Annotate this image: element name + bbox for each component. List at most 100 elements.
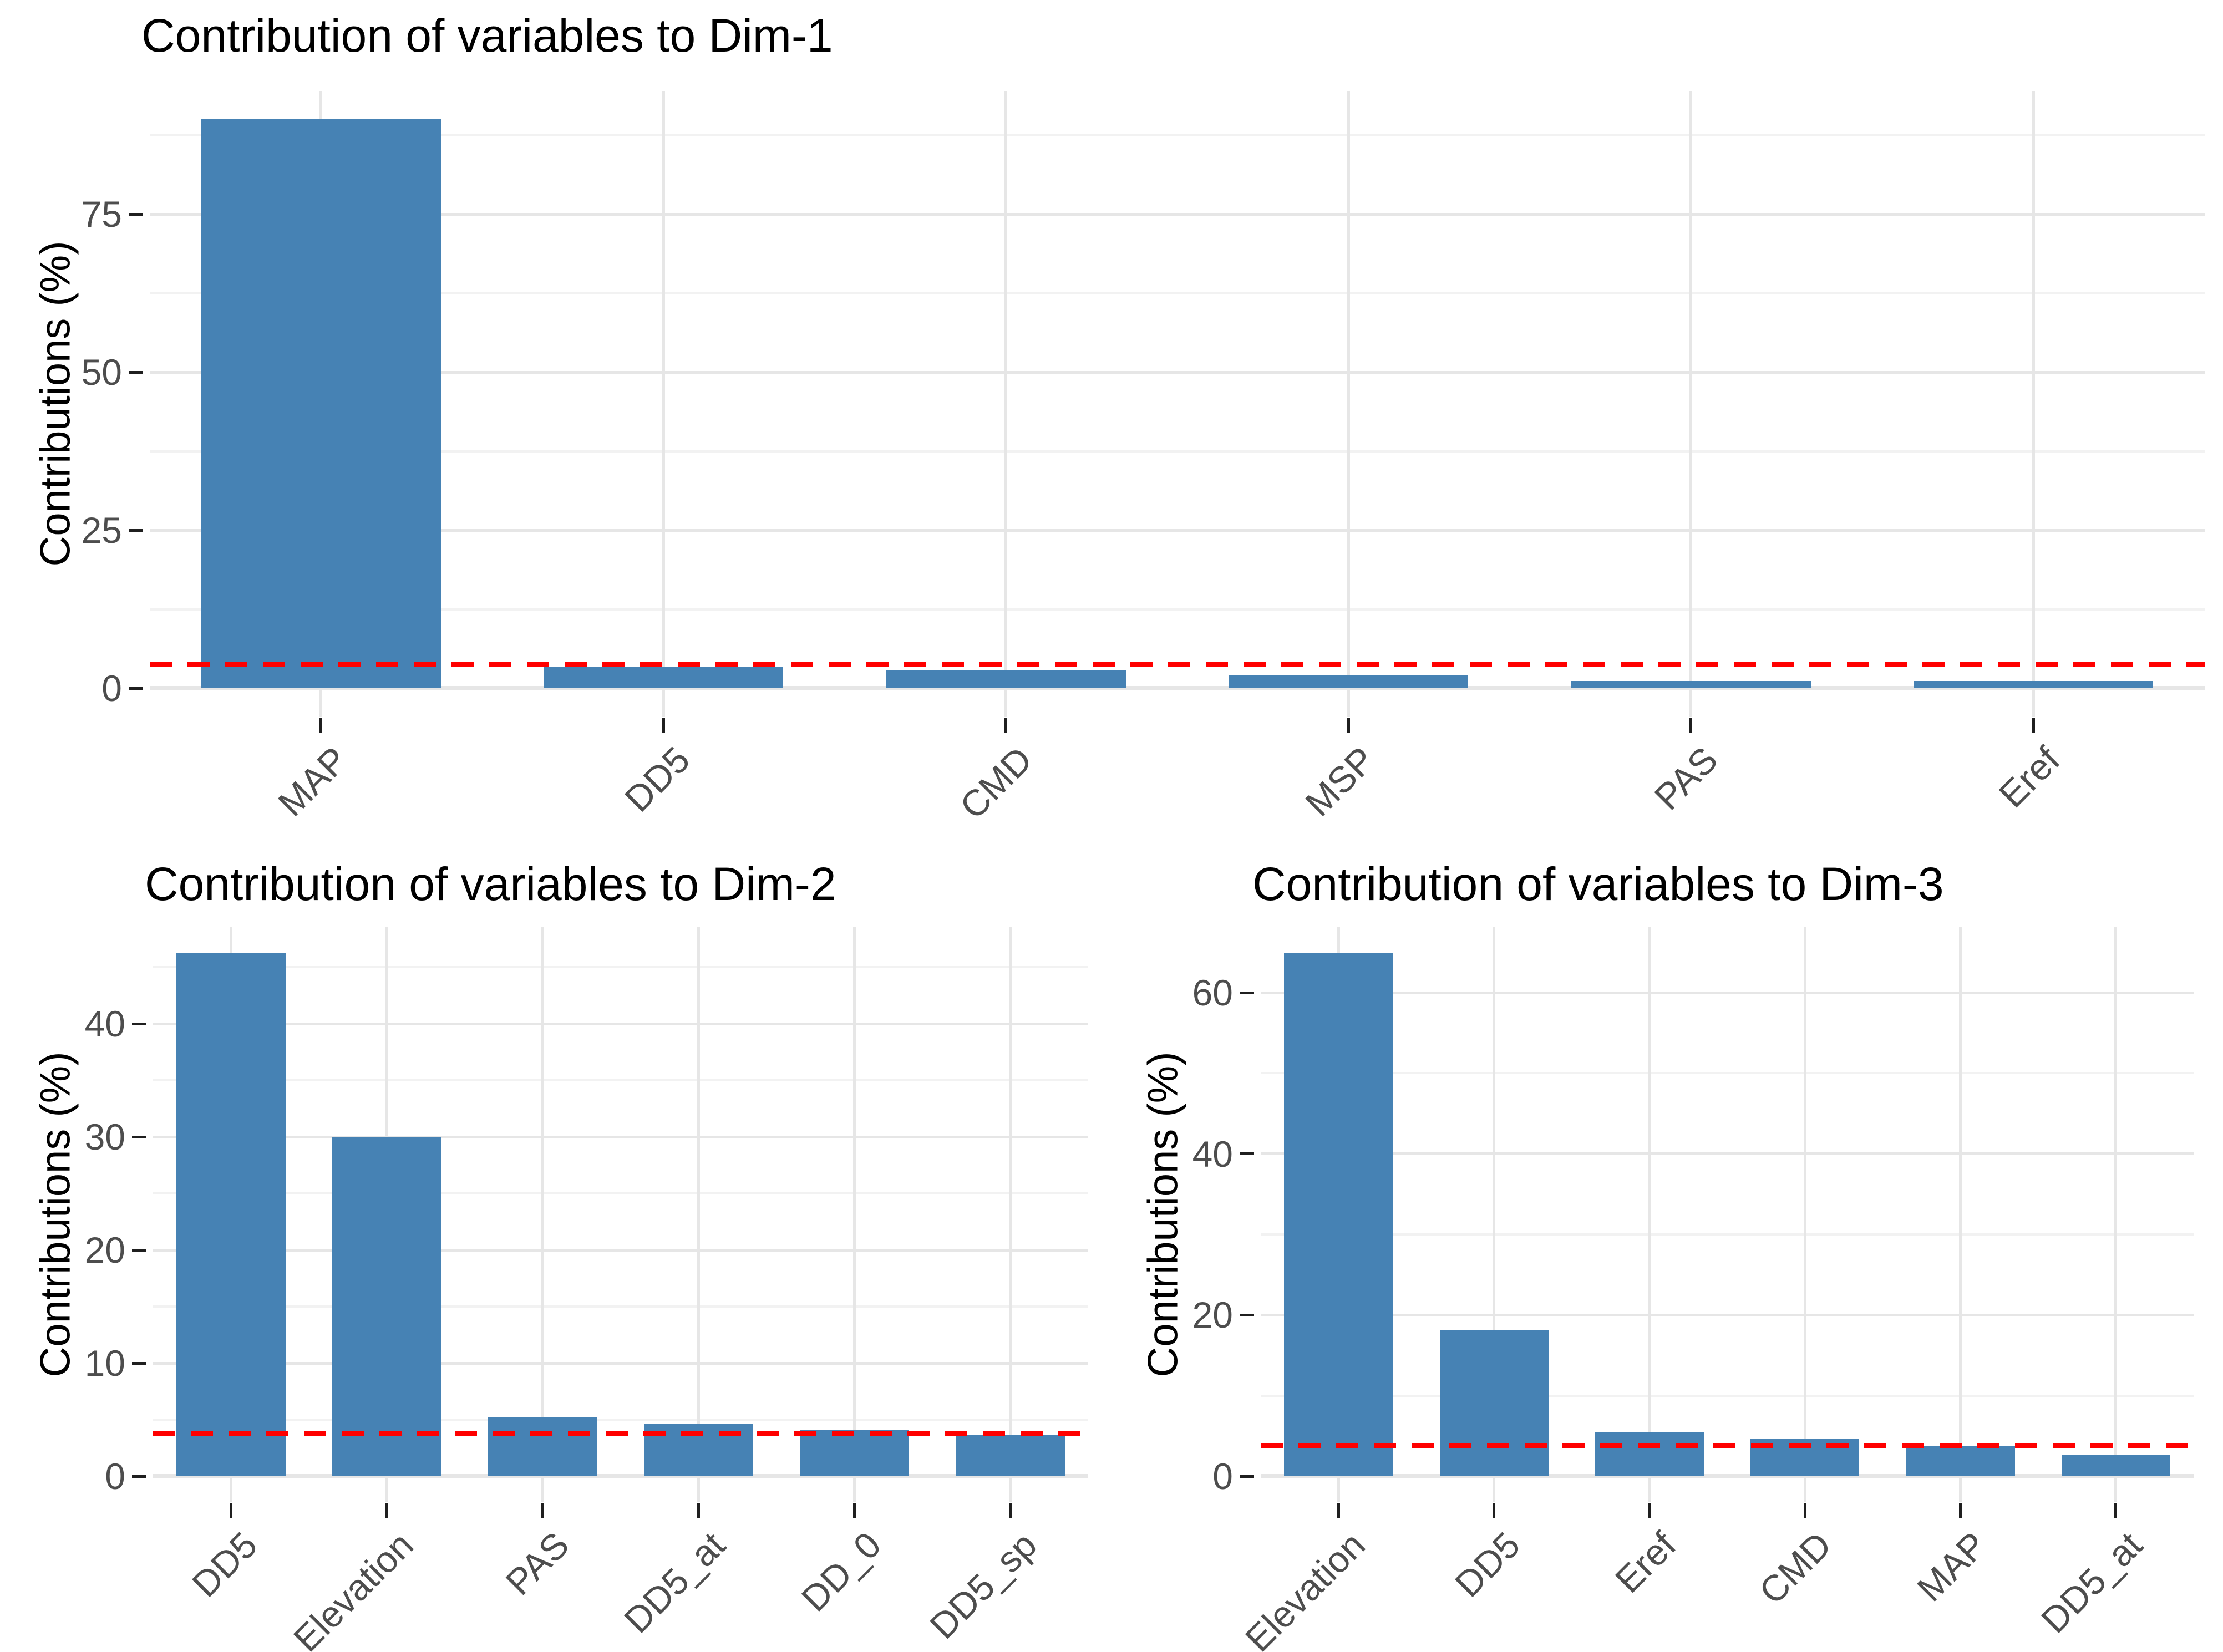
bar-Eref bbox=[1914, 681, 2154, 688]
x-tick-label-text: Elevation bbox=[285, 1524, 421, 1652]
x-tick-label-text: Eref bbox=[1607, 1524, 1684, 1601]
bar-DD5_at bbox=[2061, 1455, 2170, 1476]
gridline-vertical bbox=[1004, 91, 1008, 717]
x-tick-label-text: PAS bbox=[1646, 739, 1725, 818]
bar-DD5 bbox=[176, 952, 286, 1476]
bar-MAP bbox=[1906, 1446, 2015, 1476]
gridline-major bbox=[150, 528, 2205, 532]
y-tick-label: 50 bbox=[81, 352, 122, 393]
gridline-major bbox=[150, 370, 2205, 374]
x-tick-label-text: DD_0 bbox=[793, 1524, 889, 1619]
y-tick-mark bbox=[129, 687, 143, 690]
gridline-major bbox=[1261, 991, 2194, 994]
x-tick-label-text: CMD bbox=[1751, 1524, 1839, 1612]
x-tick-label-text: MAP bbox=[1909, 1524, 1994, 1609]
gridline-minor bbox=[1261, 1394, 2194, 1397]
y-tick-label: 75 bbox=[81, 194, 122, 235]
x-tick-mark bbox=[319, 718, 323, 733]
bar-DD5 bbox=[544, 667, 784, 688]
gridline-minor bbox=[153, 966, 1088, 969]
x-tick-mark bbox=[1337, 1503, 1340, 1518]
x-tick-mark bbox=[1004, 718, 1008, 733]
gridline-minor bbox=[153, 1079, 1088, 1082]
gridline-minor bbox=[153, 1192, 1088, 1195]
reference-line bbox=[150, 662, 2205, 667]
x-tick-label-text: MSP bbox=[1297, 739, 1383, 824]
y-axis-title: Contributions (%) bbox=[32, 1051, 79, 1377]
gridline-major bbox=[153, 1474, 1088, 1478]
bar-MAP bbox=[201, 119, 441, 688]
y-tick-mark bbox=[1240, 1313, 1254, 1316]
gridline-vertical bbox=[541, 927, 544, 1502]
bar-MSP bbox=[1229, 675, 1469, 688]
gridline-minor bbox=[153, 1305, 1088, 1308]
x-tick-label-text: DD5 bbox=[184, 1524, 265, 1605]
gridline-major bbox=[150, 212, 2205, 216]
y-tick-mark bbox=[129, 370, 143, 374]
x-tick-label-text: DD5 bbox=[617, 739, 698, 820]
x-tick-mark bbox=[541, 1503, 544, 1518]
gridline-vertical bbox=[1009, 927, 1012, 1502]
y-tick-label: 0 bbox=[101, 668, 122, 709]
gridline-minor bbox=[150, 134, 2205, 136]
x-tick-mark bbox=[2032, 718, 2035, 733]
gridline-major bbox=[153, 1361, 1088, 1365]
gridline-major bbox=[150, 686, 2205, 690]
x-tick-mark bbox=[1347, 718, 1350, 733]
gridline-vertical bbox=[697, 927, 700, 1502]
gridline-vertical bbox=[1803, 927, 1806, 1502]
gridline-major bbox=[1261, 1152, 2194, 1156]
y-tick-label: 20 bbox=[1192, 1294, 1233, 1336]
chart-title: Contribution of variables to Dim-1 bbox=[141, 9, 833, 62]
gridline-vertical bbox=[1959, 927, 1962, 1502]
x-tick-mark bbox=[385, 1503, 388, 1518]
x-tick-mark bbox=[1009, 1503, 1012, 1518]
gridline-minor bbox=[1261, 1233, 2194, 1236]
reference-line bbox=[1261, 1443, 2194, 1448]
y-tick-mark bbox=[132, 1248, 146, 1252]
bar-DD5 bbox=[1439, 1329, 1549, 1476]
x-tick-label-text: CMD bbox=[952, 739, 1041, 827]
y-tick-mark bbox=[132, 1022, 146, 1025]
gridline-vertical bbox=[1493, 927, 1495, 1502]
y-tick-label: 10 bbox=[84, 1343, 125, 1384]
y-tick-label: 0 bbox=[105, 1456, 125, 1497]
x-tick-mark bbox=[662, 718, 665, 733]
x-tick-mark bbox=[1689, 718, 1693, 733]
bar-CMD bbox=[886, 670, 1126, 688]
gridline-minor bbox=[150, 608, 2205, 611]
x-tick-mark bbox=[1803, 1503, 1806, 1518]
x-tick-label-text: DD5_at bbox=[616, 1524, 733, 1641]
y-tick-mark bbox=[129, 212, 143, 216]
y-tick-mark bbox=[1240, 991, 1254, 994]
gridline-minor bbox=[150, 292, 2205, 294]
y-tick-label: 40 bbox=[84, 1003, 125, 1045]
x-tick-label-text: Eref bbox=[1991, 739, 2068, 816]
gridline-vertical bbox=[1347, 91, 1350, 717]
y-tick-mark bbox=[1240, 1475, 1254, 1478]
gridline-major bbox=[1261, 1474, 2194, 1478]
gridline-vertical bbox=[1689, 91, 1693, 717]
x-tick-mark bbox=[1959, 1503, 1962, 1518]
bar-Elevation bbox=[332, 1137, 441, 1476]
x-tick-label-text: Elevation bbox=[1237, 1524, 1373, 1652]
x-tick-mark bbox=[2114, 1503, 2118, 1518]
y-tick-label: 60 bbox=[1192, 972, 1233, 1014]
gridline-vertical bbox=[2032, 91, 2035, 717]
x-tick-label-text: DD5_sp bbox=[922, 1524, 1044, 1647]
y-tick-label: 25 bbox=[81, 510, 122, 551]
y-tick-mark bbox=[1240, 1152, 1254, 1156]
y-tick-label: 20 bbox=[84, 1229, 125, 1271]
x-tick-label-text: MAP bbox=[270, 739, 356, 824]
y-tick-label: 30 bbox=[84, 1116, 125, 1158]
gridline-major bbox=[153, 1022, 1088, 1025]
gridline-minor bbox=[150, 450, 2205, 453]
y-tick-mark bbox=[132, 1361, 146, 1365]
bar-DD5_sp bbox=[956, 1434, 1065, 1476]
x-tick-mark bbox=[853, 1503, 856, 1518]
x-tick-label-text: DD5_at bbox=[2033, 1524, 2150, 1641]
gridline-vertical bbox=[2114, 927, 2118, 1502]
gridline-major bbox=[153, 1135, 1088, 1138]
y-tick-mark bbox=[132, 1475, 146, 1478]
